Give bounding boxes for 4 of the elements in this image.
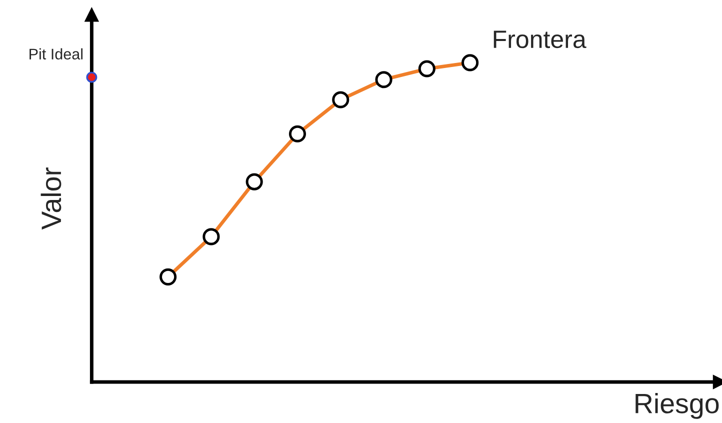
text: Riesgo [636, 392, 719, 419]
y-axis-title: Valor [40, 167, 62, 230]
text: Pit Ideal [30, 48, 83, 60]
series-label: Frontera [494, 30, 586, 48]
